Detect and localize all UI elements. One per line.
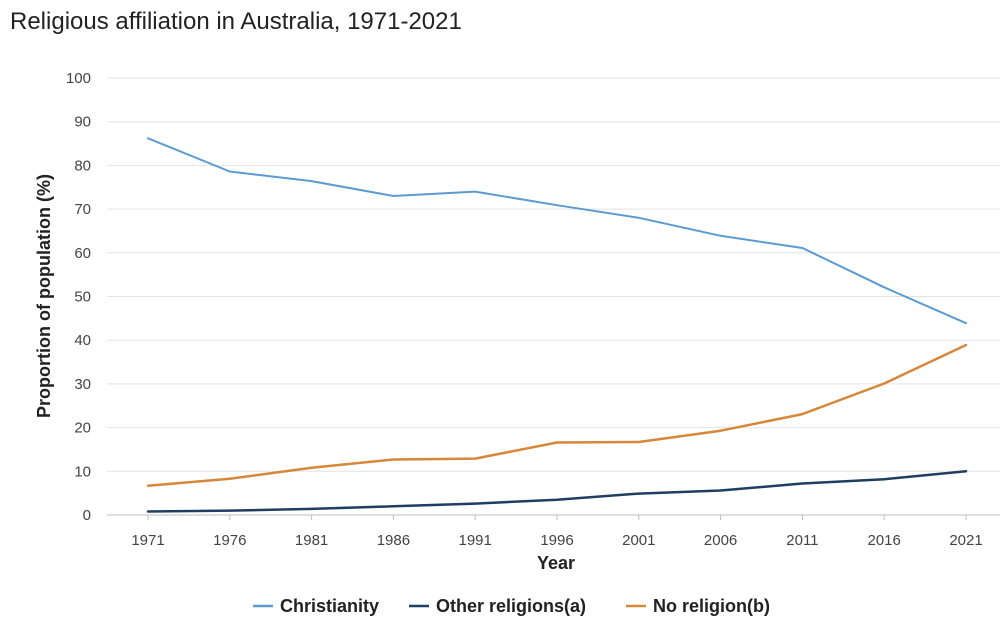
y-tick-label: 30 — [74, 376, 91, 393]
grid-lines — [107, 77, 1000, 516]
y-axis-ticks: 0 10 20 30 40 50 60 70 80 90 100 — [66, 70, 91, 524]
series-line-christianity — [147, 137, 967, 325]
x-tick-label: 2016 — [868, 532, 901, 549]
legend-label: Other religions(a) — [436, 596, 586, 616]
x-axis-title: Year — [537, 553, 575, 573]
x-tick-label: 1981 — [295, 532, 328, 549]
y-axis-title: Proportion of population (%) — [34, 174, 54, 418]
x-tick-label: 1971 — [131, 532, 164, 549]
y-tick-label: 0 — [83, 507, 91, 524]
y-tick-label: 100 — [66, 70, 91, 87]
legend-label: No religion(b) — [653, 596, 770, 616]
y-tick-label: 40 — [74, 332, 91, 349]
x-tick-label: 2001 — [622, 532, 655, 549]
x-tick-label: 1976 — [213, 532, 246, 549]
y-tick-label: 80 — [74, 157, 91, 174]
y-tick-label: 90 — [74, 114, 91, 131]
x-tick-label: 1986 — [377, 532, 410, 549]
chart-title: Religious affiliation in Australia, 1971… — [10, 8, 462, 35]
x-axis-ticks: 1971 1976 1981 1986 1991 1996 2001 2006 2011 2016… — [131, 515, 983, 549]
y-tick-label: 10 — [74, 463, 91, 480]
x-tick-label: 1991 — [459, 532, 492, 549]
y-tick-label: 60 — [74, 245, 91, 262]
series-lines — [146, 137, 968, 513]
legend-label: Christianity — [280, 596, 379, 616]
x-tick-label: 2021 — [949, 532, 982, 549]
x-tick-label: 2006 — [704, 532, 737, 549]
y-tick-label: 70 — [74, 201, 91, 218]
series-line-other-religions-a — [146, 470, 968, 513]
y-tick-label: 20 — [74, 420, 91, 437]
series-line-no-religion-b — [146, 343, 968, 487]
x-tick-label: 2011 — [786, 532, 818, 549]
y-tick-label: 50 — [74, 289, 91, 306]
x-tick-label: 1996 — [540, 532, 573, 549]
legend: Christianity Other religions(a) No religio… — [253, 596, 770, 616]
